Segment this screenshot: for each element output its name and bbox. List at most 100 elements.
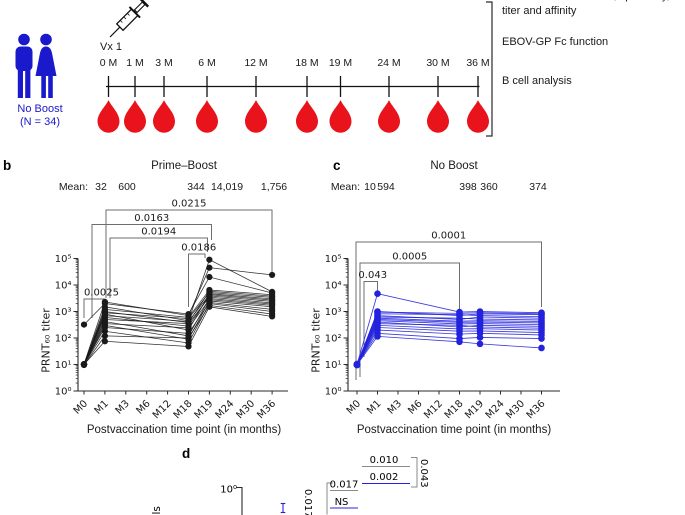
data-point (269, 313, 276, 320)
blood-drop-icon (467, 100, 489, 133)
syringe-graduation (119, 20, 123, 23)
y-tick-label: 10² (55, 334, 72, 345)
panel-d-ns: NS (335, 497, 349, 508)
x-tick-label: M3 (114, 398, 132, 416)
p-value-label: 0.0001 (431, 231, 466, 242)
mean-value: 360 (480, 181, 498, 193)
data-point (538, 335, 545, 342)
subject-line (83, 296, 273, 365)
panel-d-pvalue-rot-right: 0.043 (418, 459, 429, 488)
x-tick-label: M1 (93, 398, 111, 416)
data-point (206, 303, 213, 310)
panel-letter-c: c (333, 158, 341, 173)
blood-drop-icon (97, 100, 120, 133)
x-tick-label: M0 (72, 398, 90, 416)
mean-row-label-b: Mean: (58, 181, 88, 193)
y-tick-label: 10⁰ (55, 387, 72, 398)
subject-line (83, 302, 273, 365)
data-point (80, 361, 88, 368)
data-point (206, 264, 213, 271)
mean-value: 32 (95, 181, 107, 193)
y-tick-label: 10¹ (55, 360, 72, 371)
significance-bracket (109, 237, 208, 298)
timeline-diagram (15, 0, 493, 137)
blood-drop-icon (196, 100, 218, 133)
x-axis-title-b: Postvaccination time point (in months) (86, 424, 282, 436)
time-point-label: 1 M (126, 57, 144, 69)
man-leg (25, 69, 31, 98)
data-point (476, 340, 484, 348)
time-point-label: 6 M (198, 57, 216, 69)
syringe-graduation (123, 16, 127, 20)
chart-title-prime-boost: Prime–Boost (151, 160, 217, 172)
x-tick-label: M24 (214, 398, 237, 421)
assay-label-bcell: B cell analysis (502, 75, 572, 87)
group-label-no-boost: No Boost (17, 103, 63, 115)
data-point (456, 338, 463, 346)
data-point (374, 333, 381, 340)
data-point (538, 344, 545, 352)
mean-value: 14,019 (210, 181, 244, 193)
p-value-label: 0.0215 (172, 199, 207, 210)
blood-drop-icon (378, 100, 400, 133)
data-point (374, 290, 381, 297)
syringe-icon (109, 0, 150, 38)
x-tick-label: M30 (504, 398, 527, 421)
data-point (269, 271, 276, 279)
data-point (476, 334, 484, 341)
blood-drop-icon (427, 100, 449, 133)
time-point-label: 36 M (466, 57, 490, 69)
y-tick-label: 10⁴ (325, 281, 342, 292)
subject-line (356, 332, 542, 365)
blood-drop-icon (329, 100, 352, 133)
man-torso (15, 46, 33, 71)
woman-head (40, 33, 52, 46)
people-icon (15, 33, 57, 98)
data-point (101, 328, 108, 335)
significance-bracket (359, 262, 460, 377)
panel-d-y-tick: 10⁰ (220, 485, 237, 496)
mean-row-label-c: Mean: (330, 181, 360, 193)
y-tick-label: 10³ (325, 307, 342, 318)
panel-d-partial: 10⁰ ls 0.017 0.017 NS 0.010 0.002 0.043 (151, 455, 429, 515)
x-tick-label: M36 (525, 398, 548, 421)
syringe-flange (128, 6, 141, 19)
mean-value: 600 (118, 181, 136, 193)
time-point-label: 30 M (426, 57, 450, 69)
mean-value: 594 (377, 181, 395, 193)
woman-leg (41, 75, 46, 98)
data-point (185, 330, 192, 337)
panel-d-left-bracket (326, 482, 333, 515)
mean-value: 10 (364, 181, 376, 193)
syringe-thumb-rest (139, 0, 150, 8)
subject-line (83, 294, 273, 365)
woman-leg (48, 75, 53, 98)
mean-value: 398 (459, 181, 477, 193)
x-tick-label: M19 (193, 398, 216, 421)
y-tick-label: 10² (325, 334, 342, 345)
data-point (185, 334, 192, 342)
assay-label-fc-function: EBOV-GP Fc function (502, 36, 609, 48)
y-tick-label: 10³ (55, 307, 72, 318)
time-point-label: 19 M (328, 57, 353, 69)
man-head (18, 33, 30, 46)
data-point (206, 256, 213, 263)
mean-value: 344 (187, 181, 205, 193)
p-value-label: 0.0194 (141, 227, 176, 238)
p-value-label: 0.0025 (84, 288, 119, 299)
data-point (353, 361, 361, 369)
panel-d-ylabel-fragment: ls (151, 506, 163, 514)
significance-bracket (363, 281, 378, 357)
data-point (206, 273, 213, 281)
x-tick-label: M12 (422, 398, 445, 421)
subject-line (83, 304, 273, 366)
p-value-label: 0.0163 (134, 213, 169, 224)
x-tick-label: M24 (484, 398, 507, 421)
panel-letter-b: b (3, 158, 12, 173)
group-label-n: (N = 34) (19, 116, 61, 128)
significance-bracket (355, 241, 542, 380)
data-point (101, 300, 108, 307)
mean-value: 374 (529, 181, 547, 193)
